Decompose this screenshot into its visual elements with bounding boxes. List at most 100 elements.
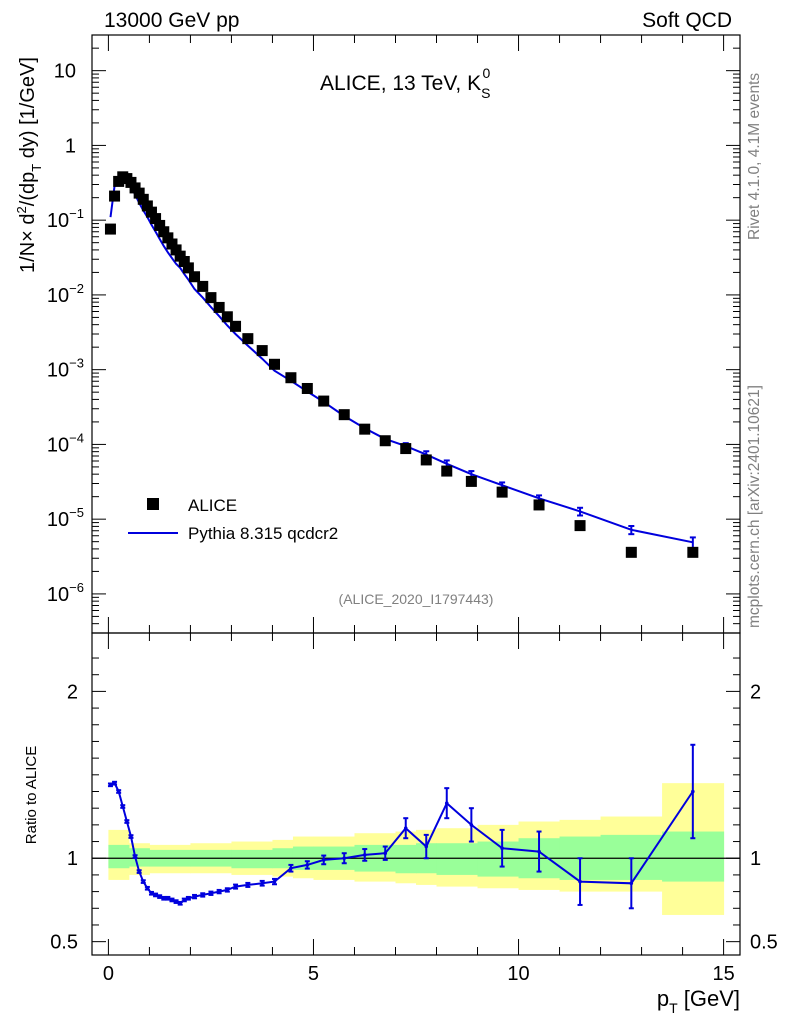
data-point: [145, 206, 157, 218]
main-ytick-label: 10−3: [47, 356, 84, 382]
ratio-point: [145, 886, 150, 891]
legend-marker-data: [147, 498, 159, 510]
ratio-point: [192, 894, 197, 899]
data-point: [625, 546, 637, 558]
legend-label-mc: Pythia 8.315 qcdcr2: [188, 524, 338, 543]
plot-title: ALICE, 13 TeV, KS0: [320, 65, 490, 101]
data-point: [104, 223, 116, 235]
uncertainty-band-inner: [477, 841, 520, 877]
ratio-point: [272, 879, 277, 884]
data-point: [533, 499, 545, 511]
x-tick-label: 0: [103, 963, 114, 985]
ratio-point: [149, 891, 154, 896]
ratio-point: [137, 869, 141, 874]
ratio-point: [112, 781, 117, 785]
data-point: [162, 232, 174, 244]
uncertainty-band-inner: [662, 831, 725, 882]
data-point: [137, 193, 149, 205]
uncertainty-band-inner: [436, 843, 479, 875]
data-point: [125, 176, 137, 188]
rivet-version: Rivet 4.1.0, 4.1M events: [746, 73, 763, 240]
data-point: [574, 520, 586, 532]
uncertainty-band-inner: [231, 849, 273, 869]
ratio-point: [186, 896, 191, 901]
main-y-label: 1/N× d2/(dpT dy) [1/GeV]: [14, 57, 44, 273]
data-point: [221, 311, 233, 323]
data-point: [154, 219, 166, 231]
ratio-point: [500, 846, 504, 851]
ratio-ytick-label: 1: [67, 848, 78, 870]
ratio-point: [289, 866, 293, 871]
uncertainty-band-inner: [108, 844, 130, 869]
ratio-point: [362, 853, 367, 857]
data-point: [205, 292, 217, 304]
main-ytick-label: 10−2: [47, 281, 84, 307]
ratio-ytick-label-right: 1: [750, 848, 761, 870]
ratio-ytick-label: 2: [67, 681, 78, 703]
data-point: [269, 358, 281, 370]
data-point: [687, 546, 699, 558]
data-point: [178, 255, 190, 267]
ratio-point: [444, 801, 449, 805]
main-axis-ticks: 10−6 10−5 10−4 10−3 10−2 10−1 1 10: [47, 34, 740, 634]
ratio-panel: 0.5 0.5 1 1 2 2 0 5 10 15 Ratio to ALICE pT [GeV]: [23, 632, 778, 1016]
x-axis-label: pT [GeV]: [657, 986, 740, 1016]
data-point: [400, 443, 412, 455]
ratio-point: [217, 889, 221, 894]
data-point: [256, 345, 268, 357]
ratio-point: [403, 826, 408, 831]
ratio-ytick-label-right: 2: [750, 681, 761, 703]
main-ytick-label: 10−4: [47, 430, 84, 456]
ratio-point: [321, 858, 326, 862]
data-point: [150, 213, 162, 225]
x-tick-label: 10: [507, 963, 529, 985]
ratio-point: [182, 898, 187, 902]
data-point: [141, 200, 153, 212]
data-point: [109, 190, 121, 202]
data-point: [359, 423, 371, 435]
legend: ALICE Pythia 8.315 qcdcr2: [128, 496, 338, 543]
data-point: [166, 238, 178, 250]
data-point: [379, 435, 391, 447]
mc-curve: [109, 174, 693, 544]
ratio-point: [424, 844, 429, 849]
ratio-y-label: Ratio to ALICE: [23, 746, 40, 844]
ratio-point: [141, 879, 146, 884]
ratio-plot-area: [92, 743, 740, 915]
data-point: [338, 409, 350, 421]
ratio-point: [537, 849, 541, 854]
main-ytick-label: 10−1: [47, 206, 84, 232]
ratio-point: [578, 879, 582, 884]
x-tick-label: 15: [712, 963, 734, 985]
x-tick-label: 5: [308, 963, 319, 985]
data-point: [158, 226, 170, 238]
ratio-ytick-label-right: 0.5: [750, 932, 778, 954]
data-point: [496, 486, 508, 498]
ratio-point: [691, 789, 695, 794]
ratio-point: [174, 899, 178, 904]
data-point: [441, 465, 453, 477]
header-left: 13000 GeV pp: [104, 9, 239, 32]
uncertainty-band-inner: [128, 848, 150, 867]
data-point: [182, 262, 194, 274]
data-point: [420, 454, 432, 466]
main-ytick-label: 1: [65, 135, 76, 157]
main-ytick-label: 10−5: [47, 505, 84, 531]
ratio-point: [305, 863, 310, 867]
data-point: [133, 187, 145, 199]
ratio-axis-ticks: 0.5 0.5 1 1 2 2 0 5 10 15: [50, 633, 778, 985]
ratio-point: [133, 854, 137, 859]
data-point: [189, 271, 201, 283]
ratio-point: [157, 894, 162, 899]
main-ytick-label: 10−6: [47, 580, 84, 606]
ratio-frame: [91, 632, 741, 956]
legend-label-data: ALICE: [188, 496, 237, 515]
ratio-point: [161, 896, 166, 901]
main-plot-area: [104, 171, 699, 558]
main-frame: [91, 34, 741, 634]
ratio-point: [629, 881, 634, 886]
ratio-point: [116, 789, 121, 794]
data-point: [213, 301, 225, 313]
main-panel: 10−6 10−5 10−4 10−3 10−2 10−1 1 10 ALICE, 13 Te…: [14, 34, 741, 634]
